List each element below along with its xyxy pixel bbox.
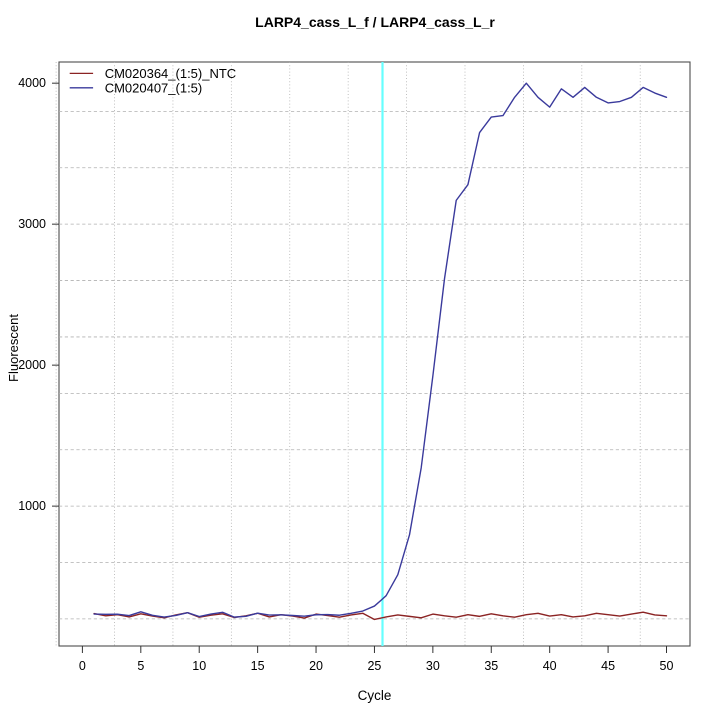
svg-text:4000: 4000: [18, 76, 46, 90]
svg-text:Cycle: Cycle: [358, 688, 392, 703]
svg-text:30: 30: [426, 659, 440, 673]
svg-text:LARP4_cass_L_f / LARP4_cass_L_: LARP4_cass_L_f / LARP4_cass_L_r: [255, 14, 495, 30]
svg-text:2000: 2000: [18, 358, 46, 372]
svg-text:20: 20: [309, 659, 323, 673]
svg-text:35: 35: [484, 659, 498, 673]
svg-text:CM020364_(1:5)_NTC: CM020364_(1:5)_NTC: [105, 66, 237, 81]
svg-text:45: 45: [601, 659, 615, 673]
svg-text:1000: 1000: [18, 499, 46, 513]
svg-text:0: 0: [79, 659, 86, 673]
svg-text:CM020407_(1:5): CM020407_(1:5): [105, 80, 203, 95]
svg-text:3000: 3000: [18, 217, 46, 231]
svg-text:50: 50: [660, 659, 674, 673]
svg-text:25: 25: [367, 659, 381, 673]
svg-text:5: 5: [137, 659, 144, 673]
svg-text:Fluorescent: Fluorescent: [6, 314, 21, 382]
svg-text:15: 15: [251, 659, 265, 673]
svg-text:10: 10: [192, 659, 206, 673]
svg-text:40: 40: [543, 659, 557, 673]
